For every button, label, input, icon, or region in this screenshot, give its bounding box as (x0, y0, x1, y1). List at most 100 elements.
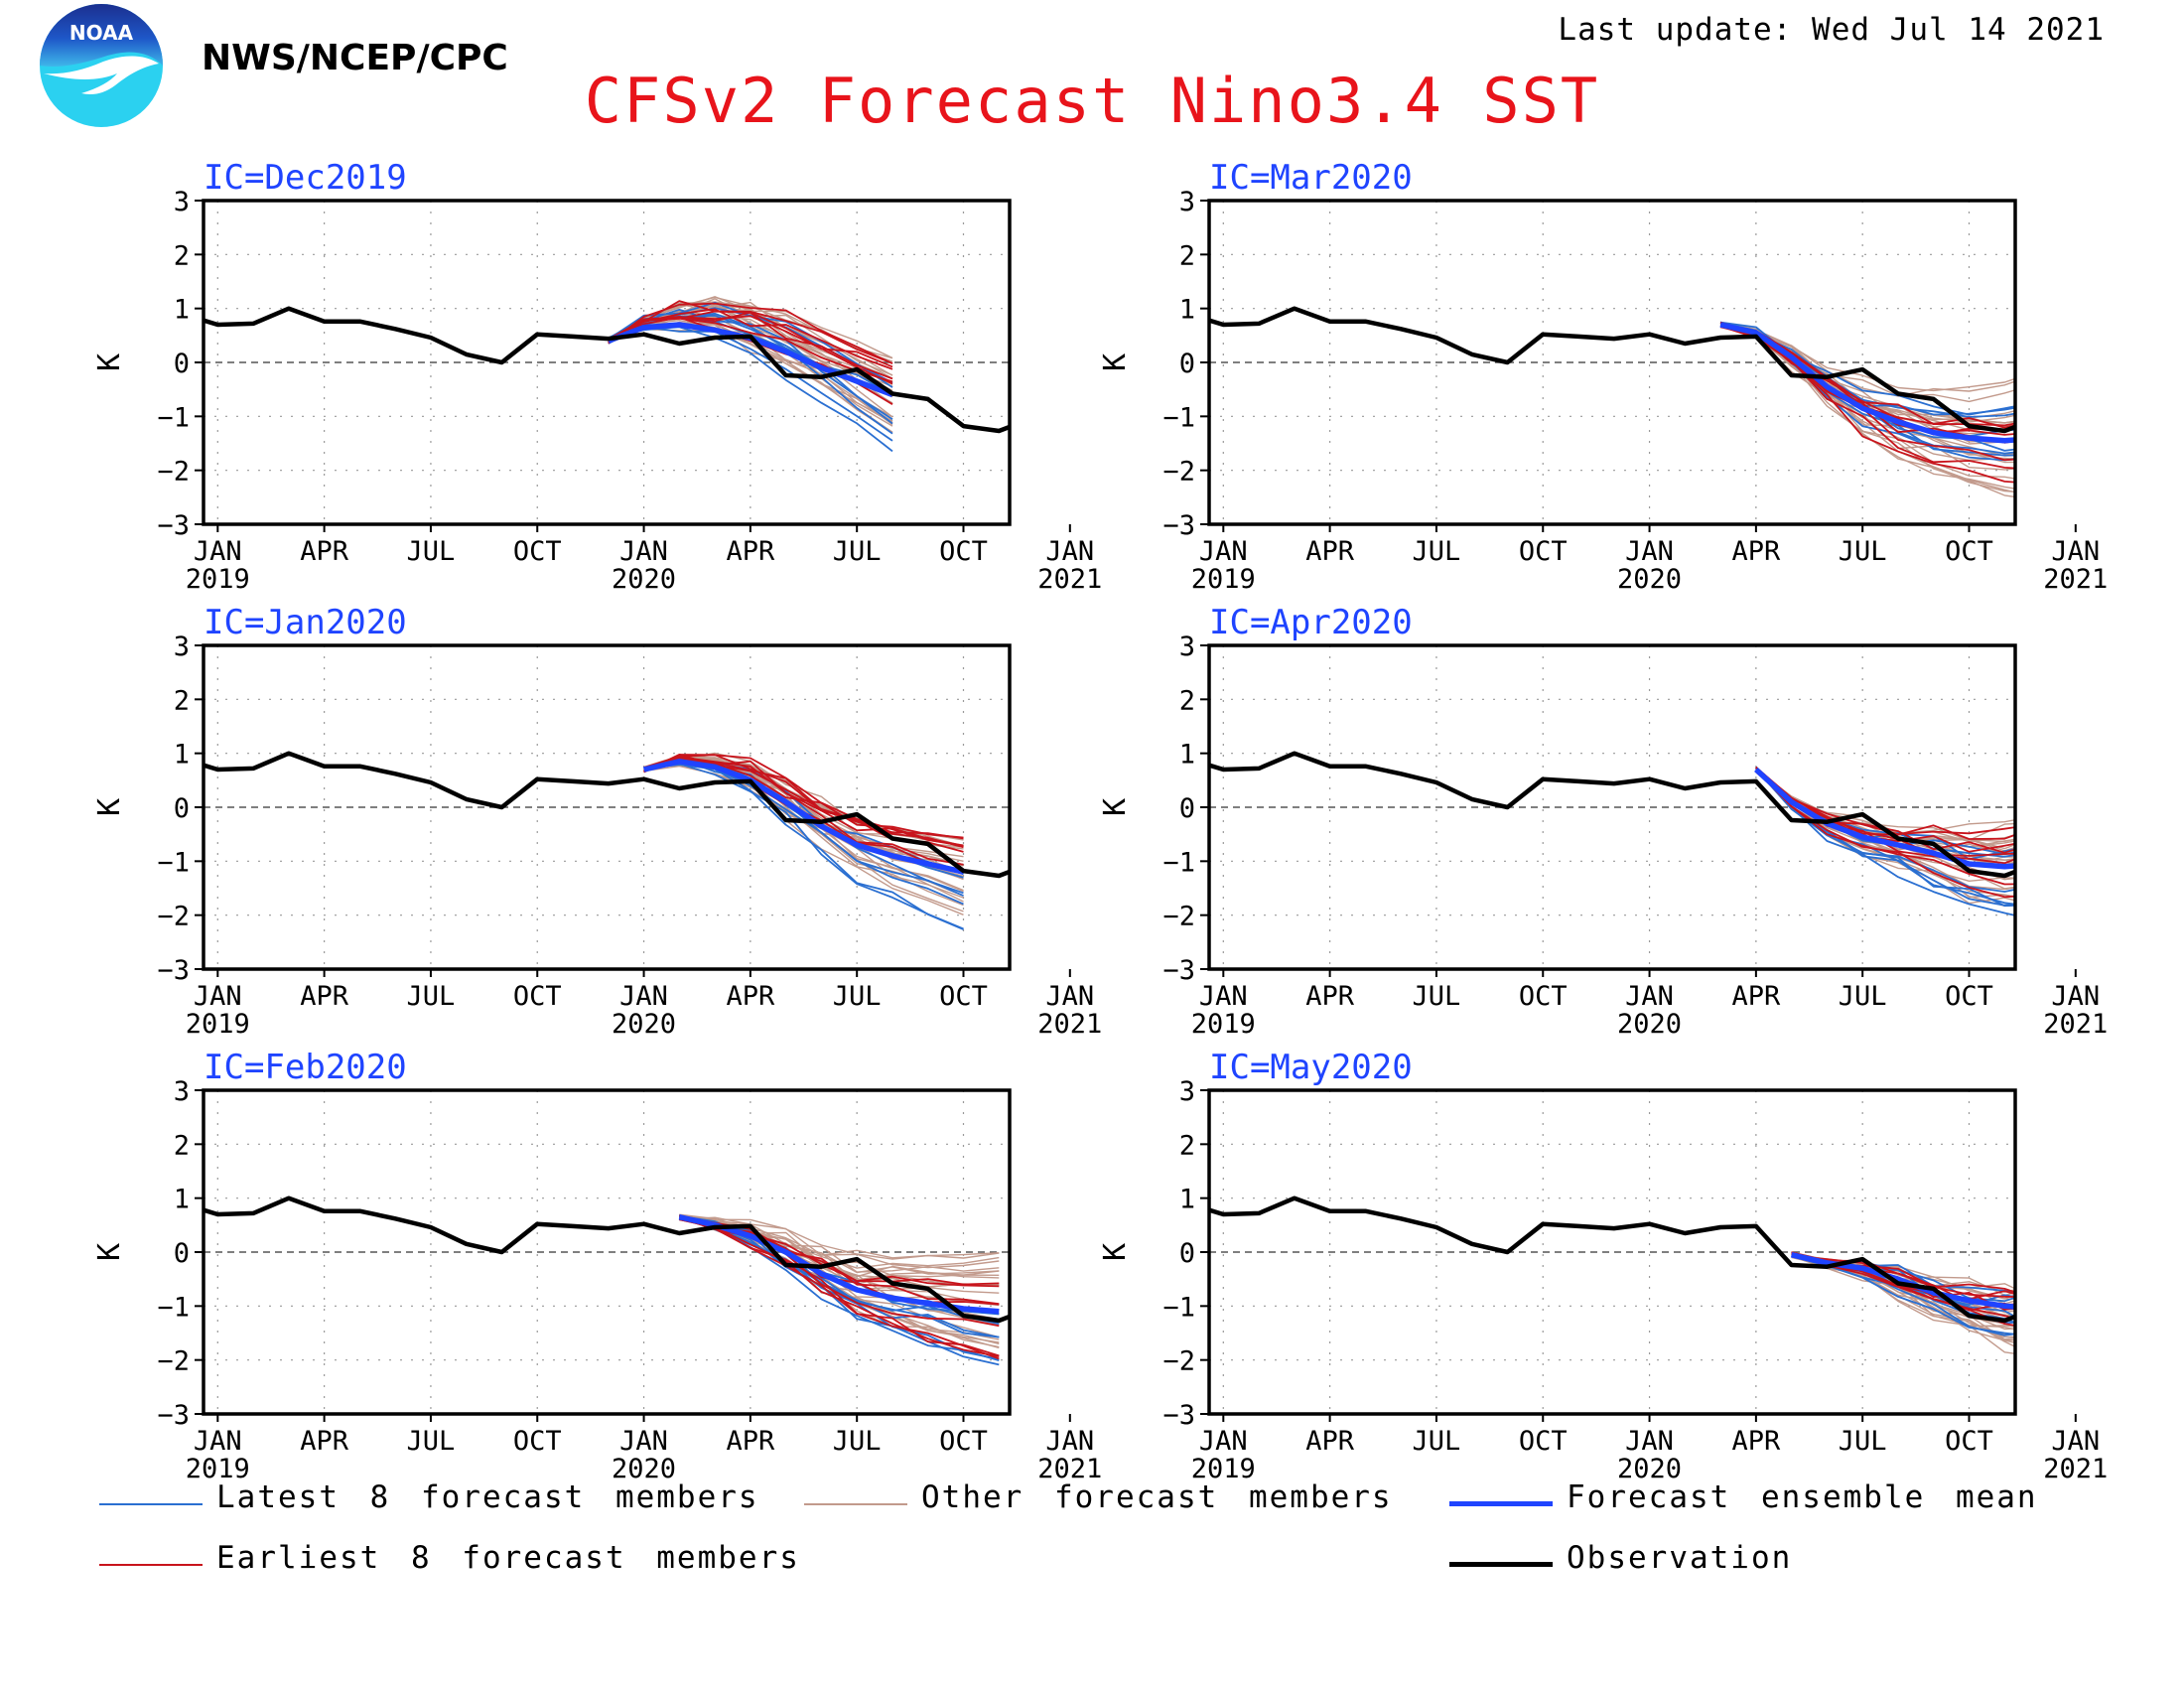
x-tick-label: OCT (1519, 981, 1568, 1012)
y-tick-label: 1 (174, 740, 190, 771)
y-tick-label: 0 (1179, 1238, 1195, 1269)
x-tick-label: JUL (833, 981, 882, 1012)
x-tick-label: JAN (619, 981, 668, 1012)
x-tick-label: JUL (1839, 1426, 1887, 1457)
y-tick-label: 2 (1179, 240, 1195, 271)
noaa-logo: NOAA (40, 4, 163, 127)
earliest-member-line (608, 317, 893, 383)
latest-member-line (1719, 321, 2015, 416)
earliest-member-line (679, 1216, 1000, 1360)
x-tick-label: APR (1731, 981, 1781, 1012)
legend-earliest: Earliest 8 forecast members (99, 1540, 798, 1584)
main-title: CFSv2 Forecast Nino3.4 SST (584, 65, 1600, 137)
x-year-label: 2020 (612, 564, 676, 595)
y-tick-label: −1 (157, 1292, 190, 1323)
y-axis-label: K (1098, 798, 1133, 816)
other-member-line (1755, 769, 2015, 890)
x-year-label: 2021 (2043, 1009, 2108, 1040)
legend-latest: Latest 8 forecast members (99, 1479, 757, 1523)
x-tick-label: JAN (2051, 1426, 2100, 1457)
y-tick-label: 0 (1179, 349, 1195, 379)
legend-other-label: Other forecast members (921, 1479, 1393, 1515)
other-member-line (1755, 770, 2015, 898)
x-year-label: 2021 (1037, 564, 1102, 595)
earliest-member-line (1791, 1252, 2015, 1321)
y-tick-label: −3 (1162, 1400, 1195, 1431)
other-member-line (643, 763, 964, 897)
x-tick-label: JAN (1199, 981, 1248, 1012)
x-tick-label: JAN (619, 536, 668, 567)
observation-line (204, 306, 1010, 434)
y-tick-label: 3 (1179, 1076, 1195, 1107)
earliest-member-line (1755, 767, 2015, 835)
x-tick-label: APR (1731, 536, 1781, 567)
x-year-label: 2019 (186, 564, 250, 595)
x-tick-label: JAN (2051, 981, 2100, 1012)
y-tick-label: 0 (174, 1238, 190, 1269)
legend-observation-swatch (1449, 1562, 1553, 1567)
x-year-label: 2021 (2043, 1454, 2108, 1484)
x-tick-label: JUL (1839, 981, 1887, 1012)
y-tick-label: −3 (157, 955, 190, 986)
x-tick-label: APR (1305, 1426, 1355, 1457)
x-tick-label: JAN (1199, 536, 1248, 567)
y-tick-label: −3 (157, 510, 190, 541)
y-tick-label: 1 (1179, 740, 1195, 771)
y-axis-label: K (92, 798, 127, 816)
y-tick-label: 0 (174, 793, 190, 824)
earliest-member-line (643, 756, 964, 866)
panel-title: IC=May2020 (1209, 1048, 1413, 1087)
x-tick-label: JUL (1413, 536, 1461, 567)
latest-member-line (1791, 1255, 2015, 1336)
x-tick-label: JAN (1045, 536, 1094, 567)
earliest-member-line (608, 300, 893, 364)
latest-member-line (643, 764, 964, 930)
y-tick-label: 1 (1179, 1185, 1195, 1215)
x-tick-label: APR (1305, 536, 1355, 567)
y-tick-label: −3 (1162, 955, 1195, 986)
latest-member-line (1755, 767, 2015, 916)
x-tick-label: JAN (1625, 981, 1674, 1012)
other-member-line (679, 1213, 1000, 1259)
x-year-label: 2019 (186, 1454, 250, 1484)
agency-label: NWS/NCEP/CPC (202, 38, 508, 78)
other-member-line (679, 1213, 1000, 1260)
ensemble-mean-line (1754, 767, 2015, 870)
series-group (204, 751, 1010, 930)
x-tick-label: OCT (939, 981, 988, 1012)
x-tick-label: JUL (1413, 981, 1461, 1012)
series-group (204, 1196, 1010, 1366)
y-tick-label: 2 (174, 240, 190, 271)
y-tick-label: −1 (157, 847, 190, 878)
y-axis-label: K (1098, 1243, 1133, 1261)
x-tick-label: OCT (1945, 1426, 1993, 1457)
y-tick-label: 3 (1179, 632, 1195, 662)
noaa-logo-text: NOAA (69, 21, 134, 45)
x-tick-label: JAN (194, 536, 242, 567)
ensemble-mean-line (1719, 322, 2015, 444)
x-tick-label: OCT (1519, 1426, 1568, 1457)
other-member-line (643, 758, 964, 893)
legend-other-swatch (804, 1503, 907, 1505)
x-year-label: 2021 (1037, 1009, 1102, 1040)
x-tick-label: JAN (1199, 1426, 1248, 1457)
x-year-label: 2020 (1617, 1009, 1682, 1040)
other-member-line (608, 319, 893, 423)
observation-line (1209, 751, 2015, 879)
y-tick-label: 1 (174, 295, 190, 326)
x-tick-label: APR (300, 1426, 349, 1457)
earliest-member-line (1719, 325, 2015, 484)
ensemble-mean-line (1790, 1252, 2015, 1310)
y-tick-label: 3 (174, 187, 190, 217)
x-year-label: 2020 (1617, 1454, 1682, 1484)
latest-member-line (679, 1213, 1000, 1326)
panel-title: IC=Jan2020 (204, 603, 407, 642)
y-tick-label: −1 (157, 402, 190, 433)
earliest-member-line (608, 302, 893, 364)
